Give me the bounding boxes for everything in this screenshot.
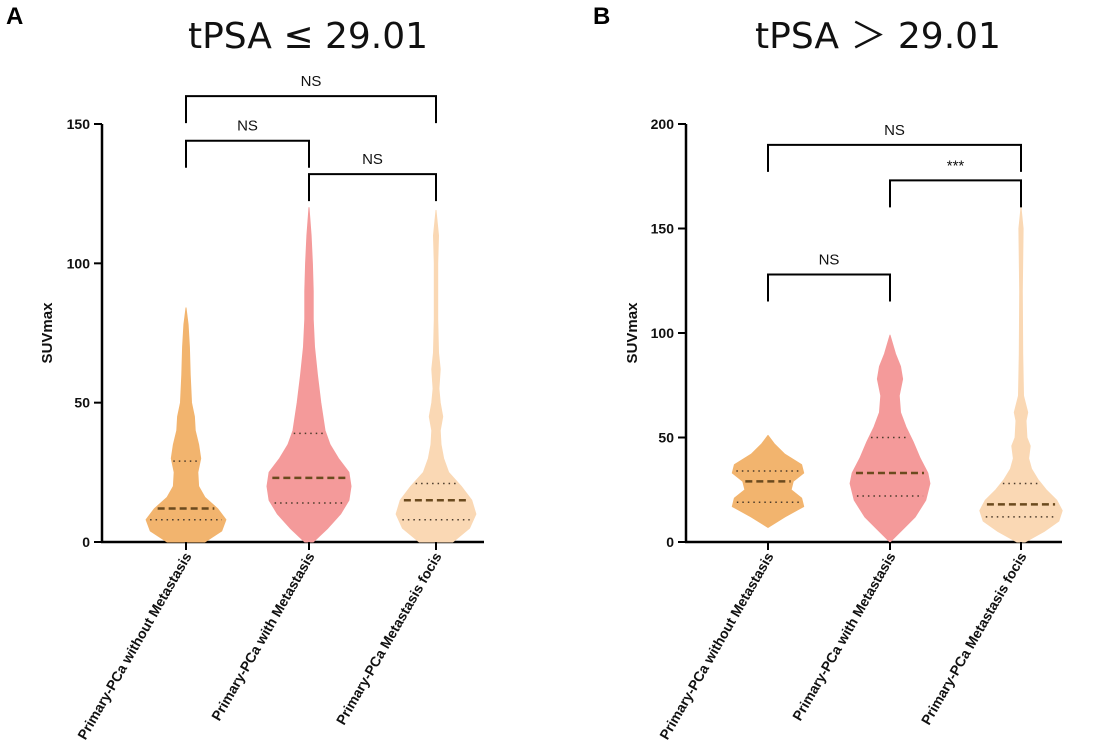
significance-bracket <box>308 173 437 202</box>
x-category-label: Primary-PCa with Metastasis <box>208 549 318 723</box>
significance-label: *** <box>947 157 965 174</box>
y-tick-label: 150 <box>67 116 91 132</box>
y-tick-label: 100 <box>67 255 91 271</box>
y-tick-label: 0 <box>666 534 674 550</box>
violin-body <box>395 209 477 543</box>
y-axis-label: SUVmax <box>624 302 641 364</box>
x-category-label: Primary-PCa without Metastasis <box>656 549 777 742</box>
x-category-label: Primary-PCa Metastasis focis <box>333 549 445 727</box>
significance-label: NS <box>819 251 840 268</box>
significance-bracket <box>185 139 310 168</box>
y-tick-label: 0 <box>82 534 90 550</box>
significance-bracket <box>767 273 891 302</box>
y-tick-label: 100 <box>651 325 675 341</box>
y-axis-label: SUVmax <box>39 302 56 364</box>
panel-b-title: tPSA ＞ 29.01 <box>755 16 1001 57</box>
significance-bracket <box>767 143 1022 172</box>
y-tick-label: 200 <box>651 116 675 132</box>
y-tick-label: 50 <box>74 395 90 411</box>
significance-label: NS <box>362 151 383 168</box>
panel-a-title: tPSA ≤ 29.01 <box>188 16 428 57</box>
significance-label: NS <box>301 73 322 90</box>
violin-body <box>849 334 931 543</box>
violin-body <box>979 207 1063 543</box>
significance-label: NS <box>237 118 258 135</box>
violin-body <box>145 307 227 543</box>
x-category-label: Primary-PCa with Metastasis <box>789 549 899 723</box>
significance-label: NS <box>884 122 905 139</box>
panel-a-plot: 0 50 100 150 SUVmax Primary-PCa without Metas… <box>39 73 484 742</box>
significance-bracket <box>185 95 437 124</box>
y-tick-label: 150 <box>651 221 675 237</box>
x-category-label: Primary-PCa without Metastasis <box>74 549 195 742</box>
violin-body <box>266 207 352 543</box>
panel-b-letter: B <box>593 3 610 30</box>
x-category-label: Primary-PCa Metastasis focis <box>918 549 1030 727</box>
panel-a-letter: A <box>6 3 23 30</box>
y-tick-label: 50 <box>658 430 674 446</box>
significance-bracket <box>889 179 1022 208</box>
panel-b-plot: 0 50 100 150 200 SUVmax Primary-PCa without Me… <box>624 116 1063 742</box>
